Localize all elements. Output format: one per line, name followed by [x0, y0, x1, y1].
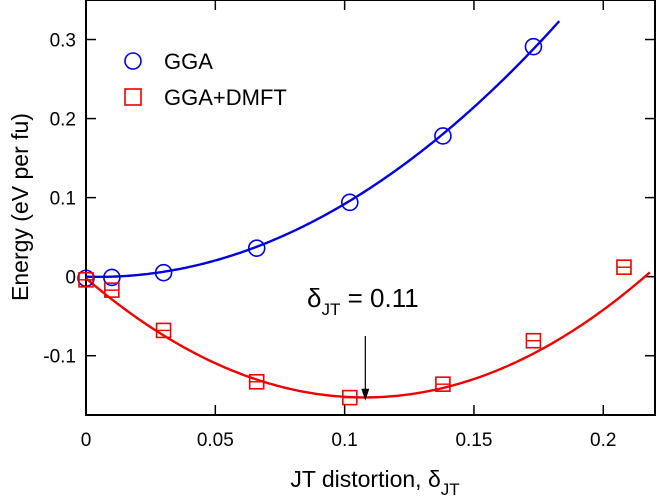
gga-point — [247, 239, 266, 258]
y-axis-title: Energy (eV per fu) — [7, 113, 33, 301]
x-tick-label: 0.05 — [197, 430, 234, 451]
gga-point — [154, 263, 173, 282]
legend: GGA GGA+DMFT — [124, 49, 287, 110]
x-tick-label: 0.15 — [455, 430, 492, 451]
fit-curve-0 — [85, 20, 561, 279]
data-markers — [77, 37, 632, 406]
legend-gga-label: GGA — [164, 49, 213, 74]
y-tick-label: 0.1 — [50, 189, 76, 210]
gga-point — [524, 37, 543, 56]
x-tick-label: 0.1 — [331, 430, 357, 451]
gga-point — [341, 193, 359, 212]
legend-dmft-marker — [124, 88, 142, 106]
x-tick-label: 0.2 — [590, 430, 616, 451]
legend-dmft-label: GGA+DMFT — [164, 85, 287, 110]
fit-curves — [85, 20, 651, 399]
axis-ticks: 0 0.05 0.1 0.15 0.2 -0.1 0 0.1 0.2 0.3 — [43, 0, 655, 451]
annotation-arrowhead — [361, 388, 370, 401]
gga-point — [434, 127, 452, 145]
y-tick-label: 0.3 — [50, 31, 76, 52]
annotation-text: δJT = 0.11 — [307, 283, 419, 319]
gga-point — [103, 268, 121, 287]
y-tick-label: 0.2 — [50, 110, 76, 131]
x-tick-label: 0 — [81, 430, 92, 451]
x-axis-title: JT distortion, δJT — [290, 466, 459, 499]
legend-gga-marker — [124, 52, 142, 70]
annotation: δJT = 0.11 — [307, 283, 419, 401]
y-tick-label: -0.1 — [43, 347, 76, 368]
plot-frame — [85, 0, 656, 416]
fit-curve-1 — [85, 271, 651, 399]
y-tick-label: 0 — [65, 268, 76, 289]
